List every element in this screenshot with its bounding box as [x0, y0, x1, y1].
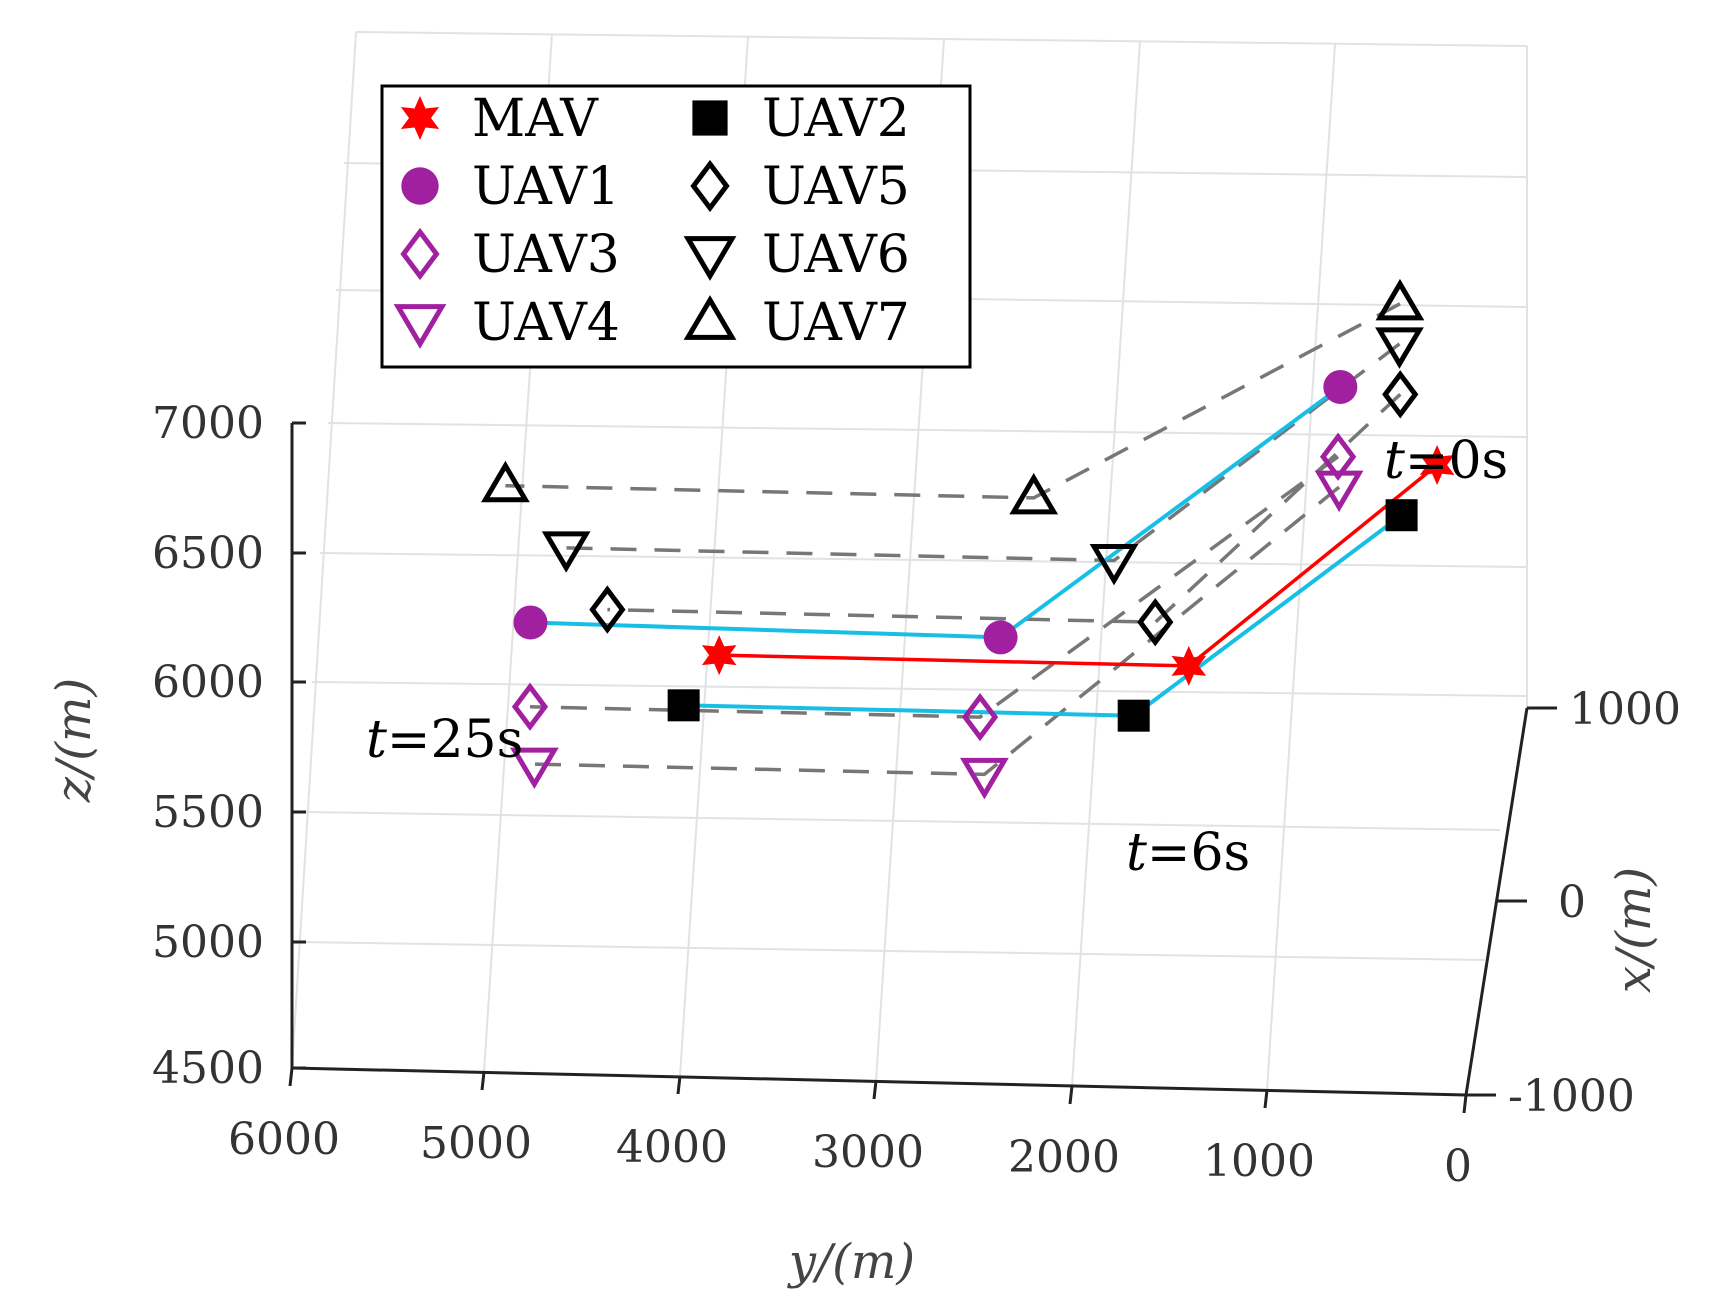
- uav1-marker: [1323, 369, 1358, 404]
- legend-uav2-marker: [692, 100, 728, 136]
- uav4-marker: [509, 747, 559, 790]
- uav1-trajectory: [530, 385, 1342, 640]
- legend-mav-marker: [400, 96, 440, 140]
- legend-uav6-label: UAV6: [762, 225, 910, 285]
- legend-uav1-label: UAV1: [472, 157, 620, 217]
- annotation-t25: t=25s: [366, 710, 523, 770]
- z-tick-label: 4500: [152, 1043, 264, 1094]
- x-tick-label: -1000: [1508, 1071, 1635, 1122]
- uav5-marker: [1137, 597, 1174, 647]
- grid-line: [319, 552, 1528, 568]
- legend-uav5-label: UAV5: [762, 157, 910, 217]
- grid-line: [297, 941, 1486, 961]
- legend-uav1-marker: [401, 167, 439, 205]
- x-tick-label: 0: [1558, 877, 1586, 928]
- uav4-trajectory: [534, 485, 1341, 777]
- grid-line: [291, 31, 357, 1069]
- y-tick: [288, 1067, 294, 1087]
- grid-line: [303, 811, 1501, 831]
- z-axis-title: z/(m): [46, 678, 102, 803]
- uav6-marker: [1375, 327, 1424, 369]
- legend-uav2-label: UAV2: [762, 89, 910, 149]
- y-tick-label: 3000: [812, 1127, 924, 1178]
- y-tick: [480, 1071, 486, 1091]
- uav2-marker: [1385, 499, 1418, 532]
- annotation-t6: t=6s: [1126, 823, 1250, 883]
- y-tick-label: 0: [1444, 1141, 1472, 1192]
- uav3-marker: [961, 692, 999, 742]
- legend-uav7-marker: [683, 295, 737, 340]
- y-tick-label: 1000: [1203, 1136, 1315, 1187]
- uav5-marker: [589, 585, 626, 634]
- uav4-marker: [960, 757, 1009, 800]
- mav-marker: [1171, 645, 1207, 686]
- legend-uav6-marker: [683, 236, 737, 281]
- axis-ticks: [288, 421, 1557, 1114]
- uav7-marker: [481, 460, 530, 503]
- annotation-t0: t=0s: [1384, 431, 1508, 491]
- uav6-marker: [1089, 543, 1139, 586]
- y-tick: [1263, 1089, 1269, 1109]
- uav5-marker: [1382, 370, 1419, 419]
- uav7-trajectory: [505, 302, 1401, 500]
- y-tick: [676, 1075, 682, 1095]
- legend-uav7-label: UAV7: [762, 293, 910, 353]
- y-tick: [872, 1080, 878, 1100]
- y-tick: [1068, 1085, 1074, 1105]
- z-tick-label: 6500: [152, 528, 264, 579]
- uav2-marker: [1117, 699, 1150, 732]
- legend-mav-label: MAV: [472, 89, 599, 149]
- markers: [481, 278, 1455, 800]
- x-tick-label: 1000: [1569, 684, 1681, 735]
- grid-line: [311, 681, 1528, 697]
- uav3-marker: [1319, 432, 1357, 481]
- y-tick-label: 2000: [1008, 1132, 1120, 1183]
- uav1-marker: [513, 605, 548, 640]
- mav-marker: [1419, 445, 1455, 485]
- grid-line: [1266, 43, 1336, 1091]
- y-axis-title: y/(m): [787, 1234, 915, 1290]
- z-tick-label: 5000: [152, 917, 264, 968]
- uav3-trajectory: [529, 455, 1340, 719]
- legend-uav3-label: UAV3: [472, 225, 620, 285]
- x-axis-title: x/(m): [1606, 867, 1662, 993]
- uav2-marker: [667, 689, 700, 722]
- y-tick-label: 4000: [616, 1122, 728, 1173]
- legend-uav3-marker: [400, 227, 440, 281]
- z-tick-label: 6000: [152, 657, 264, 708]
- legend: MAV UAV2 UAV1 UAV5 UAV3 UAV6 UAV4 UAV7: [380, 84, 972, 369]
- uav3-marker: [511, 682, 549, 731]
- legend-uav4-label: UAV4: [472, 293, 620, 353]
- legend-box: [380, 84, 972, 369]
- mav-marker: [701, 635, 737, 676]
- z-tick-label: 7000: [152, 398, 264, 449]
- y-tick-label: 5000: [420, 1118, 532, 1169]
- grid-line: [327, 422, 1528, 438]
- axes: [290, 423, 1529, 1097]
- grid-line: [355, 31, 1528, 47]
- z-tick-label: 5500: [152, 787, 264, 838]
- tick-labels: 4500 5000 5500 6000 6500 7000 6000 5000 4000 3000…: [152, 398, 1681, 1192]
- y-axis-line: [291, 1066, 1467, 1097]
- legend-uav4-marker: [393, 304, 447, 349]
- legend-uav5-marker: [690, 159, 730, 213]
- uav6-trajectory: [566, 342, 1401, 563]
- trajectories: [505, 302, 1439, 777]
- uav1-marker: [983, 620, 1018, 655]
- y-tick: [1462, 1094, 1468, 1114]
- x-axis-line: [1464, 707, 1529, 1096]
- uav7-marker: [1009, 472, 1059, 515]
- uav6-marker: [541, 531, 591, 573]
- y-tick-label: 6000: [228, 1114, 340, 1165]
- time-labels: t=0s t=6s t=25s: [366, 431, 1508, 883]
- uav7-marker: [1375, 278, 1425, 321]
